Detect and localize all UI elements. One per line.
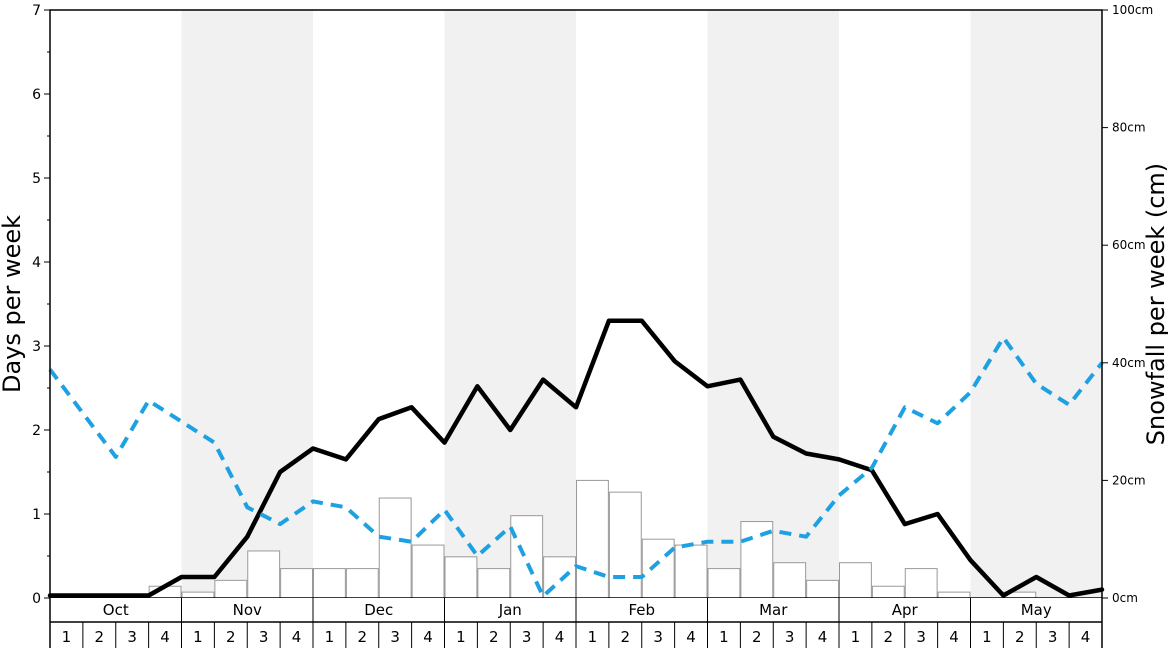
snowfall-bar bbox=[280, 568, 313, 599]
month-label: Dec bbox=[364, 601, 393, 619]
week-label: 2 bbox=[621, 628, 631, 646]
left-tick-label: 1 bbox=[32, 507, 41, 523]
week-label: 3 bbox=[390, 628, 400, 646]
snowfall-bar bbox=[773, 562, 807, 599]
right-axis-label: Snowfall per week (cm) bbox=[1142, 163, 1168, 445]
left-tick-label: 3 bbox=[32, 339, 41, 355]
week-label: 4 bbox=[818, 628, 828, 646]
week-label: 2 bbox=[358, 628, 368, 646]
snowfall-bar bbox=[641, 538, 675, 599]
left-tick-label: 0 bbox=[32, 591, 41, 607]
x-axis: Oct 1 2 3 4 Nov 1 2 3 4 Dec 1 2 3 4 Jan 1 2 3 4 Feb 1 2 3 4 Mar 1 2… bbox=[49, 598, 1103, 648]
right-tick-label: 0cm bbox=[1112, 591, 1138, 605]
week-label: 4 bbox=[160, 628, 170, 646]
week-label: 2 bbox=[884, 628, 894, 646]
month-label: Nov bbox=[233, 601, 262, 619]
snowfall-bar bbox=[608, 491, 642, 599]
lines bbox=[47, 318, 1105, 599]
blue-dashed-line bbox=[48, 335, 1104, 599]
left-axis: 0 1 2 3 4 5 6 7 bbox=[32, 3, 50, 607]
month-band bbox=[970, 10, 1102, 598]
week-label: 4 bbox=[1081, 628, 1091, 646]
left-tick-label: 4 bbox=[32, 255, 41, 271]
snowfall-bar bbox=[345, 568, 379, 599]
week-label: 4 bbox=[292, 628, 302, 646]
snowfall-bar bbox=[904, 568, 938, 599]
month-band bbox=[444, 10, 576, 598]
week-label: 3 bbox=[653, 628, 663, 646]
left-tick-label: 5 bbox=[32, 171, 41, 187]
week-label: 1 bbox=[325, 628, 335, 646]
left-tick-label: 2 bbox=[32, 423, 41, 439]
month-label: Oct bbox=[103, 601, 129, 619]
month-label: Feb bbox=[628, 601, 655, 619]
week-label: 4 bbox=[686, 628, 696, 646]
month-label: Apr bbox=[892, 601, 919, 619]
black-solid-line bbox=[47, 318, 1105, 598]
left-tick-label: 7 bbox=[32, 3, 41, 19]
snowfall-bar bbox=[674, 544, 708, 599]
snowfall-bar bbox=[378, 497, 412, 599]
week-label: 3 bbox=[785, 628, 795, 646]
snowfall-bar bbox=[181, 591, 215, 599]
week-label: 3 bbox=[127, 628, 137, 646]
week-label: 3 bbox=[259, 628, 269, 646]
week-label: 4 bbox=[949, 628, 959, 646]
month-band bbox=[181, 10, 313, 598]
snowfall-bar bbox=[806, 579, 839, 599]
week-label: 4 bbox=[555, 628, 565, 646]
week-label: 1 bbox=[719, 628, 729, 646]
right-tick-label: 100cm bbox=[1112, 3, 1153, 17]
right-tick-label: 40cm bbox=[1112, 356, 1146, 370]
snowfall-bar bbox=[411, 544, 445, 599]
snowfall-bars bbox=[148, 479, 1037, 599]
week-label: 3 bbox=[916, 628, 926, 646]
week-label: 2 bbox=[489, 628, 499, 646]
week-label: 3 bbox=[522, 628, 532, 646]
week-label: 2 bbox=[1015, 628, 1025, 646]
snowfall-bar bbox=[871, 585, 905, 599]
snowfall-bar bbox=[937, 591, 971, 599]
week-label: 2 bbox=[752, 628, 762, 646]
right-tick-label: 20cm bbox=[1112, 473, 1146, 487]
left-tick-label: 6 bbox=[32, 87, 41, 103]
snowfall-bar bbox=[576, 479, 609, 599]
snowfall-bar bbox=[214, 579, 248, 599]
week-label: 1 bbox=[851, 628, 861, 646]
week-label: 2 bbox=[95, 628, 105, 646]
month-band bbox=[707, 10, 839, 598]
left-axis-label: Days per week bbox=[0, 215, 26, 393]
month-label: May bbox=[1021, 601, 1052, 619]
snowfall-bar bbox=[477, 568, 511, 599]
snowfall-bar bbox=[313, 568, 346, 599]
week-label: 4 bbox=[423, 628, 433, 646]
snowfall-bar bbox=[444, 556, 478, 599]
week-label: 1 bbox=[588, 628, 598, 646]
snowfall-bar bbox=[247, 550, 281, 599]
month-label: Jan bbox=[498, 601, 522, 619]
right-tick-label: 80cm bbox=[1112, 121, 1146, 135]
week-label: 1 bbox=[62, 628, 72, 646]
month-bands bbox=[181, 10, 1102, 598]
right-axis: 0cm 20cm 40cm 60cm 80cm 100cm bbox=[1102, 3, 1153, 605]
week-label: 3 bbox=[1048, 628, 1058, 646]
week-label: 1 bbox=[456, 628, 466, 646]
month-label: Mar bbox=[759, 601, 788, 619]
week-label: 1 bbox=[982, 628, 992, 646]
right-tick-label: 60cm bbox=[1112, 238, 1146, 252]
week-label: 2 bbox=[226, 628, 236, 646]
snowfall-bar bbox=[839, 562, 872, 599]
snowfall-bar bbox=[707, 568, 741, 599]
week-label: 1 bbox=[193, 628, 203, 646]
